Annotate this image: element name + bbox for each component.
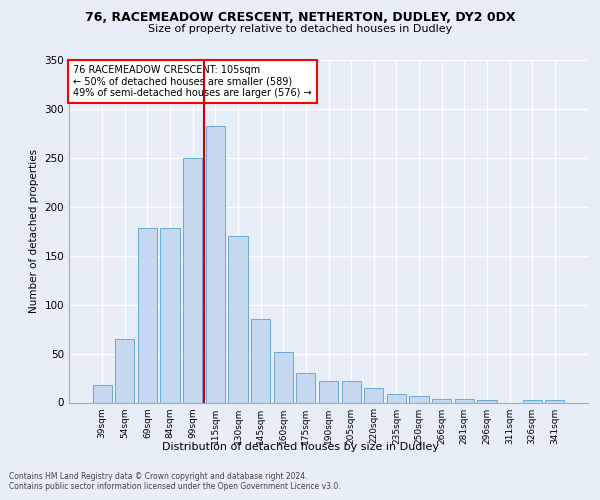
Bar: [115, 339, 134, 402]
Bar: [545, 400, 565, 402]
Bar: [138, 228, 157, 402]
Text: Distribution of detached houses by size in Dudley: Distribution of detached houses by size …: [161, 442, 439, 452]
Bar: [341, 381, 361, 402]
Text: Size of property relative to detached houses in Dudley: Size of property relative to detached ho…: [148, 24, 452, 34]
Text: 76 RACEMEADOW CRESCENT: 105sqm
← 50% of detached houses are smaller (589)
49% of: 76 RACEMEADOW CRESCENT: 105sqm ← 50% of …: [73, 65, 312, 98]
Bar: [296, 373, 316, 402]
Y-axis label: Number of detached properties: Number of detached properties: [29, 149, 39, 314]
Bar: [229, 236, 248, 402]
Bar: [387, 394, 406, 402]
Bar: [477, 400, 497, 402]
Bar: [409, 396, 428, 402]
Text: 76, RACEMEADOW CRESCENT, NETHERTON, DUDLEY, DY2 0DX: 76, RACEMEADOW CRESCENT, NETHERTON, DUDL…: [85, 11, 515, 24]
Bar: [523, 400, 542, 402]
Bar: [206, 126, 225, 402]
Bar: [432, 398, 451, 402]
Text: Contains HM Land Registry data © Crown copyright and database right 2024.: Contains HM Land Registry data © Crown c…: [9, 472, 308, 481]
Bar: [364, 388, 383, 402]
Bar: [455, 398, 474, 402]
Bar: [160, 228, 180, 402]
Bar: [319, 381, 338, 402]
Bar: [274, 352, 293, 403]
Bar: [92, 385, 112, 402]
Bar: [251, 320, 270, 402]
Text: Contains public sector information licensed under the Open Government Licence v3: Contains public sector information licen…: [9, 482, 341, 491]
Bar: [183, 158, 202, 402]
